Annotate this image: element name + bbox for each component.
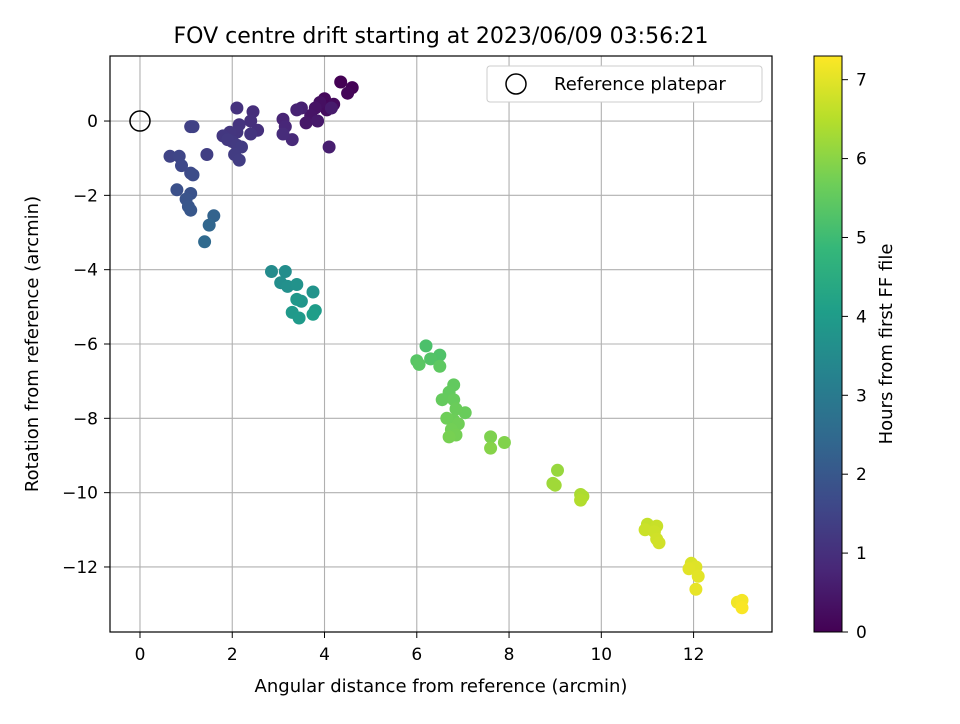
y-tick-label: −10 [62,484,98,504]
data-point [497,436,511,449]
colorbar-gradient [813,55,843,633]
data-point [244,127,258,141]
colorbar-tick-label: 3 [856,386,867,406]
data-point [311,114,325,128]
y-tick-label: −4 [73,261,98,281]
data-point [299,116,313,130]
colorbar: 0 1 2 3 4 5 6 7 Hours from first FF file [813,55,897,643]
data-point [324,101,338,115]
legend: Reference platepar [486,65,763,103]
data-point [200,148,214,161]
data-point [424,352,438,366]
data-point [442,430,456,444]
data-points [163,75,749,615]
data-point [691,569,705,583]
data-point [682,562,696,576]
y-axis-ticks: 0 −2 −4 −6 −8 −10 −12 [62,112,110,578]
data-point [170,183,184,197]
y-axis-label: Rotation from reference (arcmin) [22,196,43,492]
data-point [186,168,200,182]
legend-box [486,65,763,103]
legend-entry-reference: Reference platepar [554,74,726,95]
data-point [449,402,463,416]
data-point [232,153,246,167]
x-tick-label: 6 [411,645,422,665]
data-point [341,86,355,100]
colorbar-tick-label: 0 [856,623,867,643]
data-point [334,75,348,89]
reference-platepar-marker [129,110,151,132]
x-tick-label: 0 [135,645,146,665]
colorbar-tick-label: 4 [856,307,867,327]
x-tick-label: 8 [504,645,515,665]
data-point [322,140,336,154]
data-point [689,582,703,596]
data-point [433,359,447,373]
data-point [551,463,564,477]
chart-title: FOV centre drift starting at 2023/06/09 … [174,24,709,49]
x-tick-label: 12 [683,645,705,665]
data-point [278,265,292,278]
colorbar-tick-label: 2 [856,465,867,485]
data-point [265,265,278,278]
x-tick-label: 4 [319,645,330,665]
data-point [198,235,212,249]
data-point [244,114,258,128]
y-tick-label: −2 [73,186,98,206]
data-point [484,430,498,444]
colorbar-ticks: 0 1 2 3 4 5 6 7 [842,71,867,643]
data-point [163,149,177,163]
x-axis-ticks: 0 2 4 6 8 10 12 [135,632,705,665]
data-point [290,292,304,306]
data-point [412,357,426,371]
data-point [574,493,588,507]
data-point [440,411,454,425]
data-point [184,203,198,217]
data-point [652,536,666,550]
legend-marker-icon [505,73,527,95]
data-point [290,278,304,291]
data-point [202,218,216,232]
data-point [306,307,320,321]
data-point [306,285,320,299]
y-tick-label: 0 [87,112,98,132]
reference-marker [129,110,151,132]
y-tick-label: −8 [73,409,98,429]
colorbar-label: Hours from first FF file [876,244,897,445]
data-point [276,127,290,141]
colorbar-tick-label: 6 [856,150,867,170]
data-point [230,101,244,115]
colorbar-tick-label: 7 [856,71,867,91]
data-point [484,441,498,455]
grid-lines [110,56,772,632]
y-tick-label: −12 [62,558,98,578]
data-point [419,339,433,353]
data-point [435,393,449,407]
x-tick-label: 2 [227,645,238,665]
data-point [292,311,306,325]
data-point [186,120,200,134]
x-tick-label: 10 [590,645,612,665]
colorbar-tick-label: 5 [856,228,867,248]
colorbar-tick-label: 1 [856,544,867,564]
data-point [735,601,749,615]
y-tick-label: −6 [73,335,98,355]
x-axis-label: Angular distance from reference (arcmin) [255,676,628,697]
data-point [290,103,304,117]
data-point [548,478,562,492]
data-point [175,159,188,173]
